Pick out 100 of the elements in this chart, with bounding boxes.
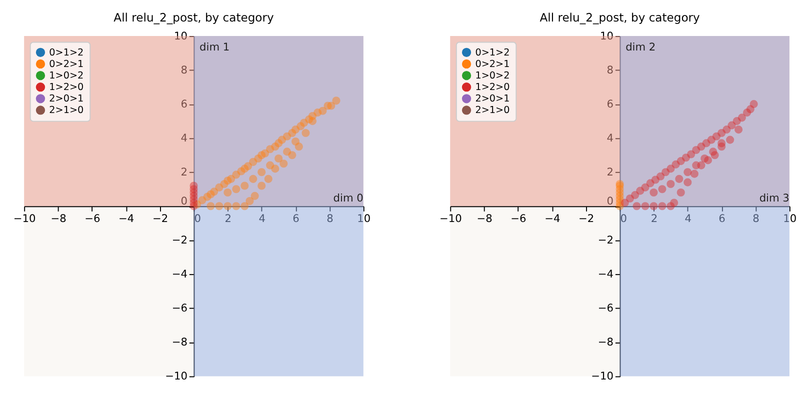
point [283,148,292,156]
y-tick-label: −8 [598,336,614,349]
legend-label: 0>1>2 [49,47,84,58]
point [274,154,283,163]
point [210,188,218,196]
point [658,185,666,194]
legend-label: 1>2>0 [49,82,84,93]
x-tick-label: −10 [439,213,462,226]
point [722,126,731,134]
point [260,149,270,158]
point [232,185,240,194]
point [258,168,266,176]
x-tick-label: −6 [84,213,100,226]
point [227,174,236,183]
legend-label: 1>0>2 [475,70,510,82]
y-tick-label: −8 [172,336,188,349]
y-tick-label: 6 [606,98,614,110]
legend-label: 0>2>1 [49,58,84,70]
x-tick-label: 4 [258,213,266,226]
point [675,174,684,183]
legend-label: 2>0>1 [475,94,510,105]
point [690,170,698,178]
point [734,126,743,134]
x-tick-label: 2 [650,213,658,226]
y-tick-label: 0 [180,196,188,208]
legend-label: 0>1>2 [475,47,510,58]
x-axis-title: dim 0 [333,192,364,204]
point [631,191,640,200]
y-tick-label: −10 [591,370,614,383]
x-tick-label: −2 [578,213,594,226]
point [258,182,266,190]
point [700,154,709,163]
point [750,100,758,108]
point [632,202,641,210]
x-tick-label: 8 [326,213,334,226]
point [190,182,198,190]
y-tick-label: 10 [600,30,614,42]
point [709,148,718,156]
y-axis-title: dim 2 [626,41,656,54]
legend-label: 1>0>2 [49,70,84,82]
x-tick-label: 0 [194,213,202,226]
point [666,180,675,188]
y-tick-label: 2 [606,166,614,178]
legend-label: 2>1>0 [475,105,510,116]
y-tick-label: 8 [180,64,188,76]
x-tick-label: 8 [752,213,760,226]
point [240,202,249,210]
y-tick-label: −4 [172,268,188,281]
chart-title: All relu_2_post, by category [540,10,700,25]
y-tick-label: −2 [172,234,188,247]
chart-title: All relu_2_post, by category [114,10,274,25]
point [641,202,650,210]
x-tick-label: −10 [13,213,36,226]
x-tick-label: −8 [50,213,67,226]
point [650,202,658,210]
legend-label: 2>0>1 [49,94,84,105]
point [676,188,685,197]
y-axis-title: dim 1 [200,41,230,54]
point [308,117,317,126]
y-tick-label: −10 [165,370,188,383]
point [240,182,249,190]
point [332,96,340,105]
point [318,106,327,115]
point [249,174,258,183]
point [215,202,224,210]
point [246,197,254,206]
y-tick-label: 4 [606,132,614,144]
y-tick-label: −4 [598,268,614,281]
point [692,161,700,170]
point [641,183,650,192]
y-tick-label: 4 [180,132,188,144]
y-tick-label: −6 [598,302,614,315]
point [292,137,300,146]
y-tick-label: 2 [180,166,188,178]
x-tick-label: −6 [510,213,527,226]
legend-label: 2>1>0 [49,105,84,116]
x-tick-label: −2 [152,213,168,226]
point [224,188,232,197]
point [656,172,665,180]
point [728,121,736,130]
point [224,202,232,210]
x-tick-label: 6 [292,213,300,226]
y-tick-label: 6 [180,98,188,110]
x-tick-label: 0 [620,213,628,226]
legend-label: 0>2>1 [475,58,510,70]
point [726,136,734,144]
x-tick-label: 2 [224,213,232,226]
legend-label: 1>2>0 [475,82,510,93]
x-tick-label: −4 [118,213,134,226]
point [718,139,726,148]
y-tick-label: −2 [598,234,614,247]
x-tick-label: −8 [476,213,493,226]
point [684,168,692,176]
x-tick-label: 10 [783,213,797,226]
point [206,202,215,210]
point [302,128,310,138]
x-tick-label: 6 [718,213,726,226]
point [684,178,692,186]
point [232,202,240,210]
point [250,192,259,200]
